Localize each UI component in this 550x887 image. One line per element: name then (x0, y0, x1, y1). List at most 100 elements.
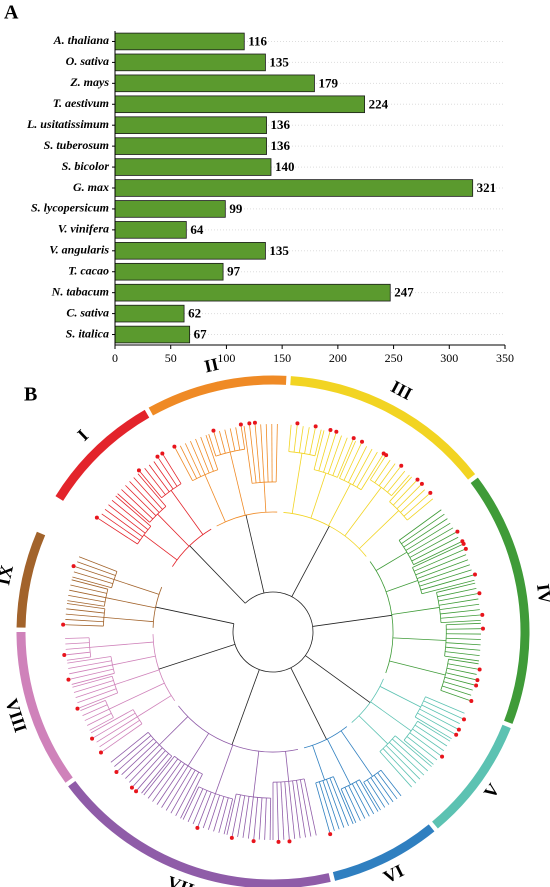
branch (414, 724, 448, 747)
value-label: 67 (194, 327, 208, 342)
branch (448, 658, 479, 665)
branch (326, 738, 351, 785)
value-label: 136 (271, 138, 291, 153)
branch (392, 480, 417, 506)
marker (480, 612, 485, 617)
branch (195, 438, 210, 474)
panel-label: A (4, 2, 19, 24)
branch (152, 761, 182, 802)
branch (407, 498, 434, 521)
branch (232, 591, 314, 673)
branch (129, 481, 160, 513)
bar (114, 325, 191, 344)
branch (417, 720, 451, 742)
marker (211, 428, 216, 433)
branch (312, 745, 326, 781)
branch (445, 642, 481, 646)
bar (114, 283, 391, 302)
branch (374, 459, 391, 483)
marker (129, 785, 134, 790)
branch (215, 744, 234, 794)
y-tick-label: N. tabacum (51, 284, 109, 298)
branch (292, 780, 301, 839)
branch (213, 796, 225, 832)
branch (413, 549, 465, 572)
branch (242, 796, 250, 838)
branch (229, 428, 236, 452)
branch (304, 427, 310, 454)
y-tick-label: S. italica (66, 326, 109, 340)
branch (158, 458, 178, 487)
branch (337, 439, 354, 478)
branch (237, 795, 246, 838)
branch (417, 712, 455, 735)
marker (71, 564, 76, 569)
branch (189, 545, 246, 604)
branch (65, 637, 90, 639)
branch (447, 663, 478, 670)
branch (117, 738, 154, 771)
value-label: 135 (269, 54, 289, 69)
branch (111, 499, 149, 530)
branch (440, 614, 481, 619)
branch (66, 656, 91, 661)
branch (141, 755, 173, 794)
branch (348, 446, 368, 483)
branch (235, 427, 241, 451)
clade-arc (16, 531, 46, 628)
branch (363, 781, 381, 811)
branch (207, 795, 221, 830)
branch (339, 440, 356, 479)
branch (132, 750, 166, 787)
branch (213, 432, 221, 455)
branch (276, 782, 279, 840)
marker (155, 454, 160, 459)
branch (245, 514, 265, 594)
branch (275, 424, 278, 482)
marker (351, 436, 356, 441)
branch (401, 513, 445, 545)
clade-label: I (73, 425, 92, 444)
branch (356, 451, 378, 488)
branch (446, 637, 481, 640)
branch (419, 569, 472, 587)
branch (415, 554, 467, 576)
marker (75, 706, 80, 711)
marker (114, 769, 119, 774)
branch (312, 614, 392, 627)
clade-arc (148, 375, 287, 416)
branch (101, 513, 141, 541)
branch (170, 490, 204, 535)
branch (382, 748, 417, 784)
branch (305, 655, 371, 703)
branch (192, 790, 208, 825)
branch (412, 544, 462, 568)
branch (153, 461, 174, 490)
branch (205, 434, 219, 470)
clade-label: II (202, 354, 220, 377)
branch (115, 495, 152, 527)
value-label: 64 (190, 222, 204, 237)
branch (343, 443, 362, 481)
branch (378, 463, 396, 486)
branch (340, 788, 357, 823)
branch (423, 700, 463, 719)
branch (65, 624, 104, 627)
branch (73, 680, 114, 693)
marker (61, 622, 66, 627)
branch (355, 781, 375, 815)
branch (99, 719, 140, 748)
branch (104, 508, 143, 538)
panel-label: B (24, 384, 37, 406)
y-tick-label: V. vinifera (58, 222, 109, 236)
branch (400, 489, 425, 513)
branch (387, 470, 406, 493)
marker (172, 444, 177, 449)
branch (421, 704, 460, 725)
value-label: 99 (229, 201, 243, 216)
branch (406, 736, 438, 761)
bar (114, 116, 267, 134)
branch (440, 690, 470, 701)
x-tick-label: 0 (112, 351, 118, 365)
branch (71, 579, 108, 590)
